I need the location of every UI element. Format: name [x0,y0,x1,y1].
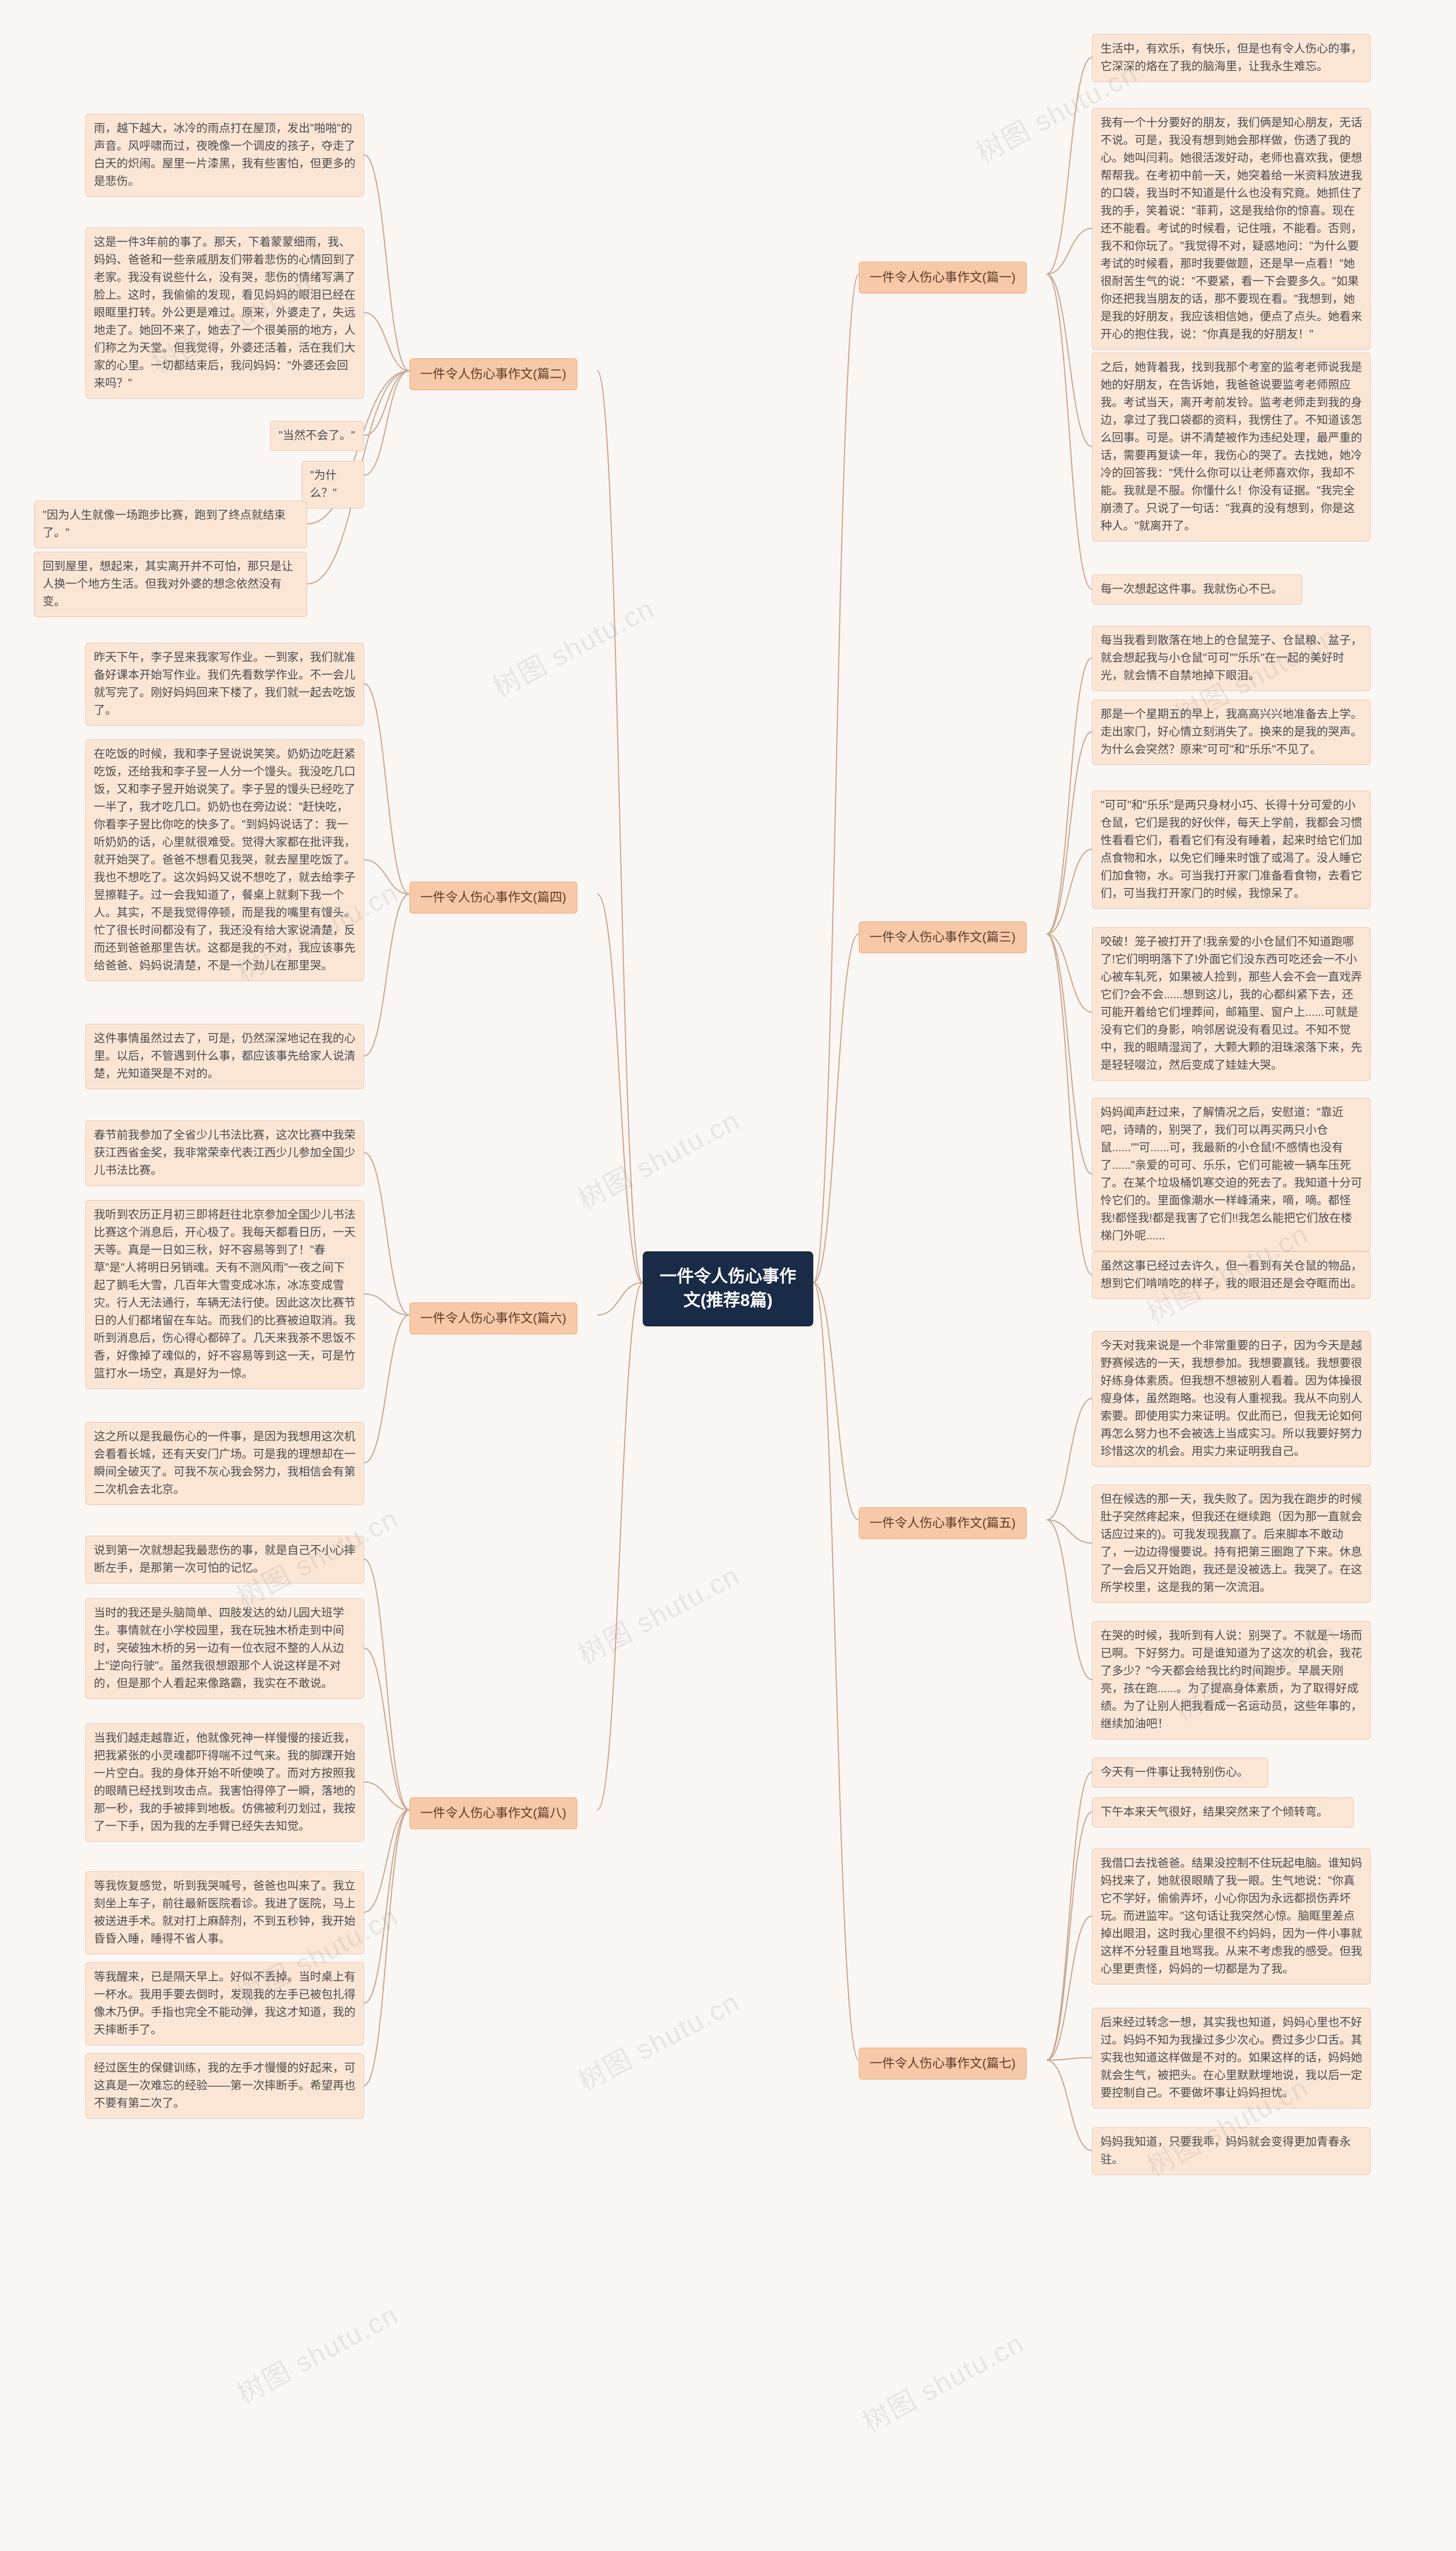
branch-b7: 一件令人伤心事作文(篇七) [859,2048,1027,2079]
leaf-b8-5: 经过医生的保健训练，我的左手才慢慢的好起来，可这真是一次难忘的经验——第一次摔断… [85,2053,364,2119]
watermark: 树图 shutu.cn [229,2293,404,2412]
leaf-b3-2: "可可"和"乐乐"是两只身材小巧、长得十分可爱的小仓鼠，它们是我的好伙伴，每天上… [1092,791,1371,909]
leaf-b7-3: 后来经过转念一想，其实我也知道，妈妈心里也不好过。妈妈不知为我操过多少次心。费过… [1092,2008,1371,2108]
leaf-b3-4: 妈妈闻声赶过来，了解情况之后，安慰道："靠近吧，诗晴的，别哭了，我们可以再买两只… [1092,1098,1371,1251]
leaf-b5-2: 在哭的时候，我听到有人说：别哭了。不就是一场而已啊。下好努力。可是谁知道为了这次… [1092,1621,1371,1739]
branch-b3: 一件令人伤心事作文(篇三) [859,921,1027,953]
leaf-b7-1: 下午本来天气很好，结果突然来了个倾转弯。 [1092,1797,1354,1828]
leaf-b2-1: 这是一件3年前的事了。那天，下着蒙蒙细雨，我、妈妈、爸爸和一些亲戚朋友们带着悲伤… [85,228,364,399]
leaf-b7-4: 妈妈我知道，只要我乖，妈妈就会变得更加青春永驻。 [1092,2127,1371,2175]
leaf-b8-4: 等我醒来，已是隔天早上。好似不丢掉。当时桌上有一杯水。我用手要去倒时，发现我的左… [85,1962,364,2045]
leaf-b8-3: 等我恢复感觉，听到我哭喊号，爸爸也叫来了。我立刻坐上车子，前往最新医院看诊。我进… [85,1871,364,1954]
branch-b2: 一件令人伤心事作文(篇二) [410,358,577,390]
leaf-b6-1: 我听到农历正月初三即将赶往北京参加全国少儿书法比赛这个消息后，开心极了。我每天都… [85,1200,364,1389]
watermark: 树图 shutu.cn [570,1980,746,2099]
watermark: 树图 shutu.cn [570,1098,746,1217]
branch-b4: 一件令人伤心事作文(篇四) [410,882,577,913]
leaf-b4-1: 在吃饭的时候，我和李子昱说说笑笑。奶奶边吃赶紧吃饭，还给我和李子昱一人分一个馒头… [85,739,364,981]
center-node: 一件令人伤心事作文(推荐8篇) [643,1251,813,1326]
leaf-b5-1: 但在候选的那一天，我失败了。因为我在跑步的时候肚子突然疼起来，但我还在继续跑（因… [1092,1485,1371,1603]
leaf-b4-2: 这件事情虽然过去了，可是，仍然深深地记在我的心里。以后，不管遇到什么事，都应该事… [85,1024,364,1089]
watermark: 树图 shutu.cn [485,586,660,705]
leaf-b3-5: 虽然这事已经过去许久，但一看到有关仓鼠的物品，想到它们啃啃吃的样子，我的眼泪还是… [1092,1251,1371,1299]
leaf-b8-0: 说到第一次就想起我最悲伤的事，就是自己不小心摔断左手，是那第一次可怕的记忆。 [85,1536,364,1583]
leaf-b2-5: 回到屋里，想起来，其实离开并不可怕，那只是让人换一个地方生活。但我对外婆的想念依… [34,552,307,617]
leaf-b1-3: 每一次想起这件事。我就伤心不已。 [1092,574,1302,605]
leaf-b2-2: "当然不会了。" [270,421,364,451]
watermark: 树图 shutu.cn [854,2321,1030,2440]
leaf-b6-2: 这之所以是我最伤心的一件事，是因为我想用这次机会看看长城，还有天安门广场。可是我… [85,1422,364,1505]
leaf-b4-0: 昨天下午，李子昱来我家写作业。一到家，我们就准备好课本开始写作业。我们先看数学作… [85,643,364,726]
leaf-b1-2: 之后，她背着我，找到我那个考室的监考老师说我是她的好朋友，在告诉她，我爸爸说要监… [1092,353,1371,541]
branch-b1: 一件令人伤心事作文(篇一) [859,262,1027,293]
leaf-b7-2: 我借口去找爸爸。结果没控制不住玩起电脑。谁知妈妈找来了，她就很眼睛了我一眼。生气… [1092,1849,1371,1984]
branch-b6: 一件令人伤心事作文(篇六) [410,1303,577,1334]
leaf-b5-0: 今天对我来说是一个非常重要的日子，因为今天是越野赛候选的一天，我想参加。我想要赢… [1092,1331,1371,1467]
leaf-b2-0: 雨，越下越大，冰冷的雨点打在屋顶，发出"啪啪"的声音。风呼啸而过，夜晚像一个调皮… [85,114,364,197]
branch-b8: 一件令人伤心事作文(篇八) [410,1797,577,1829]
leaf-b3-0: 每当我看到散落在地上的仓鼠笼子、仓鼠粮、盆子，就会想起我与小仓鼠"可可""乐乐"… [1092,626,1371,691]
leaf-b8-2: 当我们越走越靠近，他就像死神一样慢慢的接近我，把我紧张的小灵魂都吓得喘不过气来。… [85,1723,364,1842]
watermark: 树图 shutu.cn [570,1553,746,1672]
leaf-b3-1: 那是一个星期五的早上，我高高兴兴地准备去上学。走出家门，好心情立刻消失了。换来的… [1092,700,1371,765]
leaf-b1-1: 我有一个十分要好的朋友，我们俩是知心朋友，无话不说。可是，我没有想到她会那样做，… [1092,108,1371,350]
leaf-b8-1: 当时的我还是头脑简单、四肢发达的幼儿园大班学生。事情就在小学校园里，我在玩独木桥… [85,1598,364,1699]
branch-b5: 一件令人伤心事作文(篇五) [859,1507,1027,1539]
mindmap-canvas: 一件令人伤心事作文(推荐8篇) 一件令人伤心事作文(篇二) 雨，越下越大，冰冷的雨… [0,0,1456,2551]
leaf-b2-4: "因为人生就像一场跑步比赛，跑到了终点就结束了。" [34,501,307,548]
leaf-b1-0: 生活中，有欢乐，有快乐，但是也有令人伤心的事，它深深的烙在了我的脑海里，让我永生… [1092,34,1371,82]
leaf-b3-3: 咬破！笼子被打开了!我亲爱的小仓鼠们不知道跑哪了!它们明明落下了!外面它们没东西… [1092,927,1371,1081]
leaf-b2-3: "为什么？" [301,461,364,508]
leaf-b7-0: 今天有一件事让我特别伤心。 [1092,1758,1268,1788]
leaf-b6-0: 春节前我参加了全省少儿书法比赛，这次比赛中我荣获江西省金奖，我非常荣幸代表江西少… [85,1121,364,1186]
